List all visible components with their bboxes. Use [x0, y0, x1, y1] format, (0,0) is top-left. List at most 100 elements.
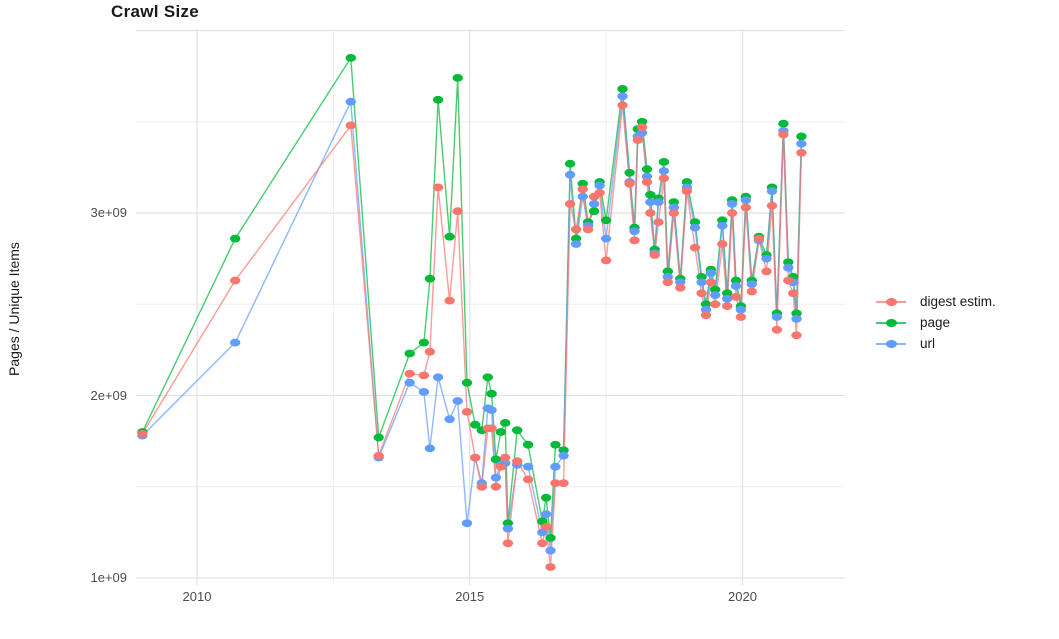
- data-point: [522, 475, 534, 484]
- data-point: [486, 424, 497, 433]
- data-point: [345, 54, 356, 62]
- data-point: [444, 296, 455, 305]
- data-point: [636, 128, 648, 137]
- data-point: [540, 510, 552, 518]
- data-point: [788, 289, 799, 298]
- legend-label: page: [920, 315, 951, 330]
- data-point: [502, 539, 514, 548]
- data-point: [653, 218, 664, 227]
- data-point: [726, 200, 738, 208]
- data-point: [424, 444, 436, 453]
- data-point: [537, 539, 548, 548]
- data-point: [746, 287, 757, 296]
- legend-key-page: [876, 318, 906, 328]
- series-points-page: [137, 54, 807, 542]
- data-point: [345, 97, 356, 106]
- data-point: [645, 190, 656, 199]
- chart-title: Crawl Size: [111, 2, 200, 21]
- data-point: [345, 121, 356, 130]
- data-point: [700, 305, 712, 314]
- x-tick-label: 2015: [455, 589, 485, 604]
- data-point: [512, 426, 523, 435]
- data-point: [418, 371, 430, 380]
- data-point: [230, 276, 241, 285]
- data-point: [490, 482, 502, 491]
- data-point: [558, 446, 569, 455]
- data-point: [577, 192, 588, 201]
- data-point: [558, 479, 569, 487]
- data-point: [653, 198, 664, 207]
- data-point: [545, 563, 556, 571]
- data-point: [632, 136, 643, 144]
- data-point: [761, 254, 772, 263]
- data-point: [470, 453, 481, 462]
- data-point: [705, 278, 717, 287]
- y-tick-label: 2e+09: [90, 387, 127, 403]
- data-point: [681, 187, 693, 196]
- data-point: [717, 216, 728, 225]
- data-point: [550, 462, 561, 471]
- data-point: [658, 158, 670, 166]
- data-point: [461, 519, 473, 528]
- data-point: [461, 378, 473, 387]
- legend-point-icon: [885, 339, 897, 348]
- data-point: [404, 369, 415, 378]
- series-points-digestestim: [137, 101, 807, 571]
- data-point: [675, 278, 686, 287]
- data-point: [545, 546, 556, 555]
- data-point: [783, 263, 794, 272]
- data-point: [495, 462, 506, 471]
- data-point: [432, 183, 444, 192]
- data-point: [645, 198, 656, 207]
- data-point: [624, 179, 635, 188]
- y-tick-label: 3e+09: [90, 205, 127, 220]
- data-point: [668, 198, 679, 207]
- data-point: [500, 453, 511, 462]
- data-point: [722, 302, 733, 310]
- legend-point-icon: [885, 318, 897, 327]
- legend-item-page: page: [876, 312, 996, 333]
- data-point: [641, 172, 653, 181]
- data-point: [545, 534, 556, 542]
- data-point: [582, 225, 594, 234]
- legend-point-icon: [885, 297, 897, 306]
- data-point: [636, 123, 648, 132]
- data-point: [600, 234, 612, 243]
- data-point: [662, 267, 673, 276]
- data-point: [617, 101, 628, 110]
- data-point: [771, 313, 783, 321]
- data-point: [730, 293, 742, 301]
- data-point: [424, 347, 436, 356]
- legend-item-digest: digest estim.: [876, 291, 996, 312]
- data-point: [470, 420, 481, 429]
- data-point: [761, 267, 772, 276]
- data-point: [771, 325, 783, 334]
- data-point: [641, 165, 653, 174]
- data-point: [137, 429, 148, 438]
- data-point: [600, 216, 612, 225]
- data-point: [730, 276, 742, 285]
- data-point: [558, 451, 569, 460]
- data-point: [753, 234, 765, 243]
- data-point: [746, 280, 757, 289]
- data-point: [710, 291, 721, 299]
- data-point: [681, 178, 693, 186]
- data-point: [588, 207, 600, 216]
- data-point: [461, 408, 473, 416]
- data-point: [778, 119, 789, 128]
- legend-label: digest estim.: [920, 294, 996, 309]
- data-point: [740, 196, 751, 205]
- data-point: [668, 203, 679, 212]
- x-tick-label: 2010: [182, 589, 212, 604]
- data-point: [522, 440, 534, 449]
- data-point: [482, 373, 493, 382]
- data-point: [502, 519, 514, 528]
- data-point: [432, 373, 444, 382]
- data-point: [735, 313, 747, 321]
- data-point: [452, 207, 463, 216]
- data-point: [617, 85, 628, 93]
- data-point: [570, 234, 582, 243]
- data-point: [717, 221, 728, 230]
- data-point: [645, 209, 656, 217]
- data-point: [766, 187, 778, 196]
